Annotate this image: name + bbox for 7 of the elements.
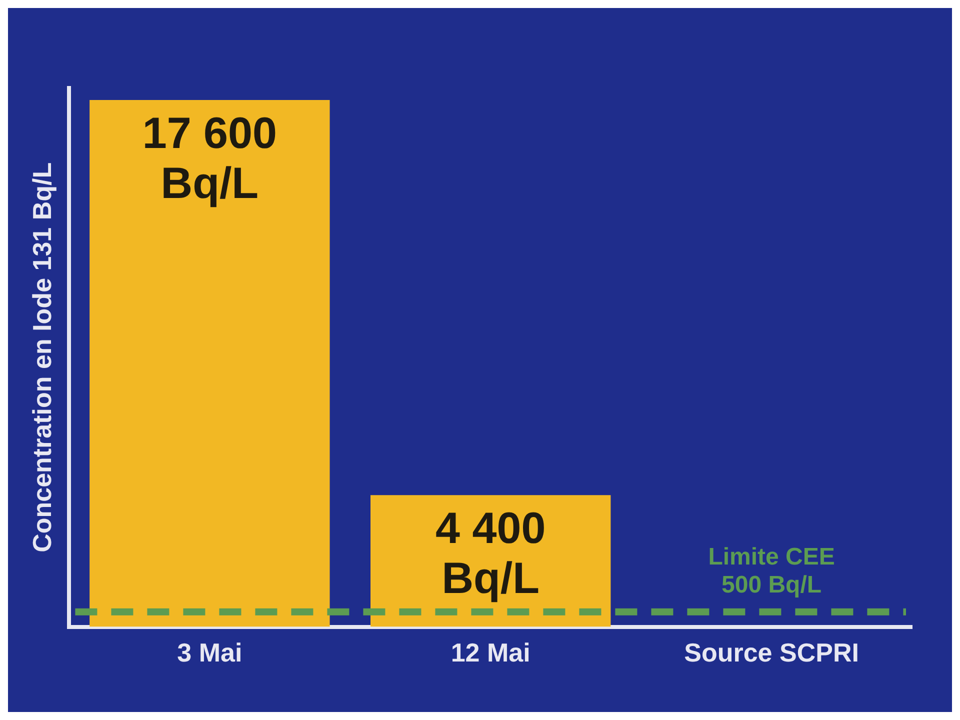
ref-line-label: Limite CEE 500 Bq/L [708, 543, 835, 598]
data-label: 17 600 Bq/L [142, 109, 277, 208]
x-tick-label: 3 Mai [177, 638, 242, 668]
y-axis-title: Concentration en Iode 131 Bq/L [26, 162, 57, 552]
x-tick-label: Source SCPRI [684, 638, 859, 668]
x-tick-label: 12 Mai [450, 638, 530, 668]
data-label: 4 400 Bq/L [436, 504, 546, 604]
